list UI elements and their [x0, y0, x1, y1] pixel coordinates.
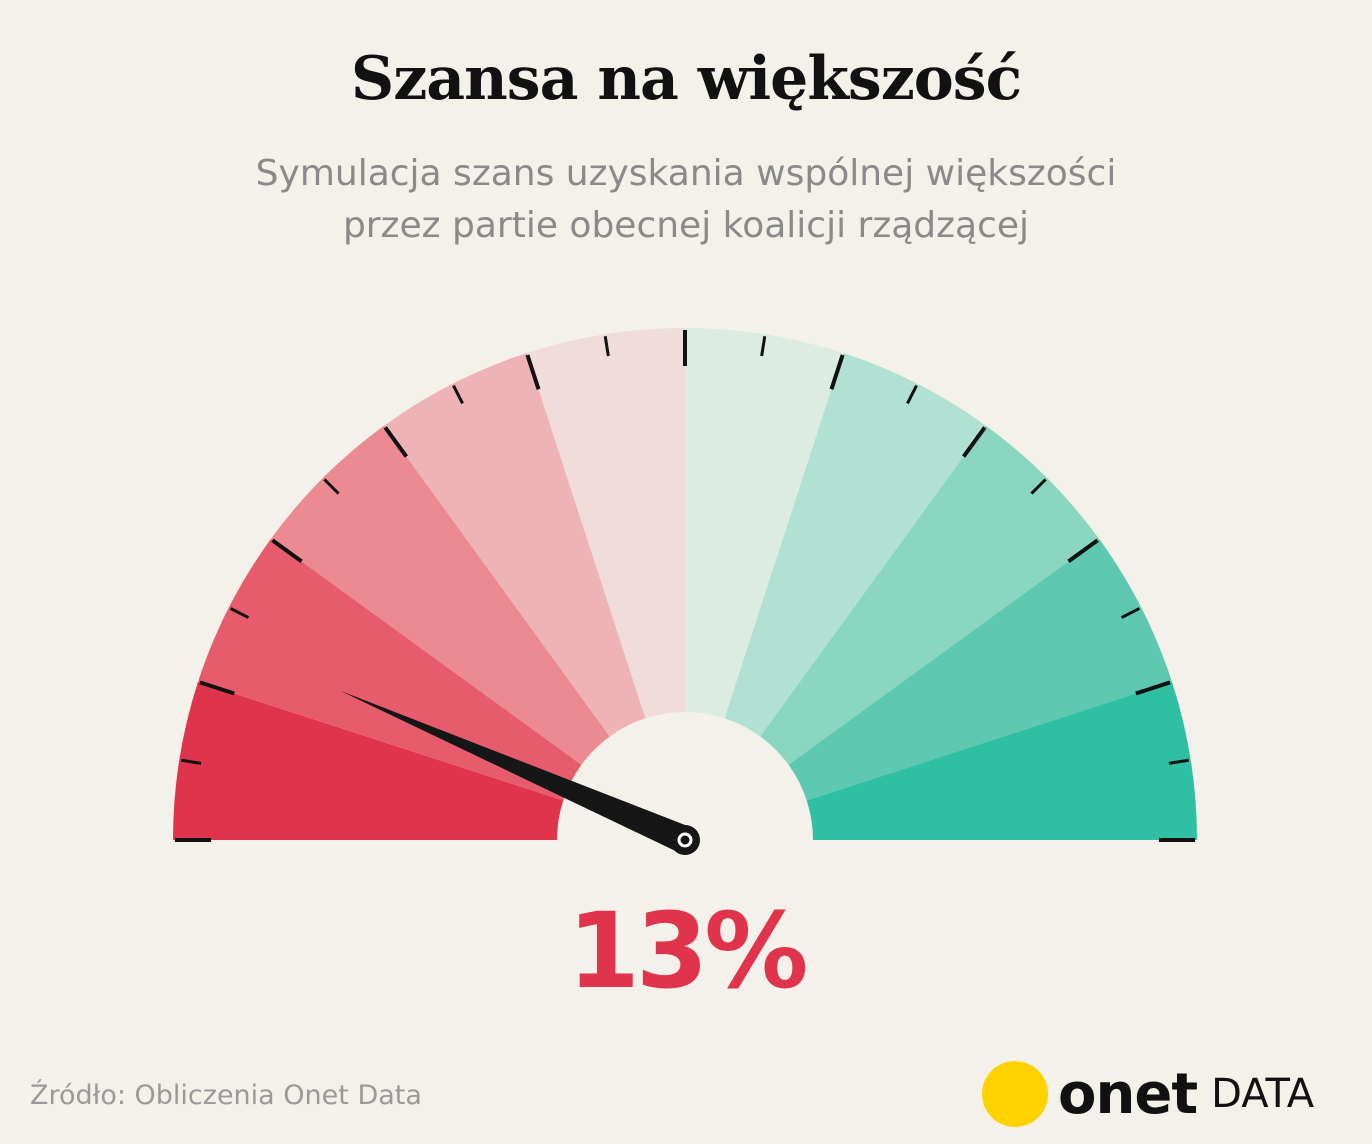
gauge-minor-tick — [323, 478, 340, 495]
gauge-segment — [685, 328, 844, 719]
gauge-major-tick — [383, 426, 409, 458]
gauge-minor-tick — [229, 607, 250, 619]
gauge-major-tick — [961, 426, 987, 458]
gauge-minor-tick — [1030, 478, 1047, 495]
gauge-major-tick — [271, 538, 303, 564]
gauge-ticks — [175, 330, 1195, 842]
gauge-needle-pointer — [339, 690, 691, 853]
gauge-major-tick — [1135, 680, 1171, 696]
gauge-needle — [339, 690, 700, 855]
gauge-segments — [173, 328, 1197, 840]
gauge-segment — [198, 539, 582, 801]
logo-dot-icon — [982, 1061, 1048, 1127]
subtitle-line-1: Symulacja szans uzyskania wspólnej więks… — [255, 153, 1117, 194]
gauge-needle-hub-ring — [677, 832, 693, 848]
gauge-value-label: 13% — [567, 890, 809, 1012]
chart-subtitle: Symulacja szans uzyskania wspólnej więks… — [0, 148, 1372, 252]
onet-data-logo: onet DATA — [982, 1058, 1314, 1130]
gauge-minor-tick — [181, 758, 202, 765]
logo-suffix: DATA — [1211, 1071, 1315, 1117]
gauge-segment — [270, 425, 610, 765]
gauge-segment — [173, 681, 564, 840]
gauge-major-tick — [829, 354, 845, 390]
gauge-minor-tick — [1168, 758, 1189, 765]
logo-wordmark: onet — [1058, 1061, 1198, 1127]
gauge-segment — [760, 425, 1100, 765]
gauge-segment — [526, 328, 685, 719]
chart-title: Szansa na większość — [350, 44, 1022, 114]
gauge-minor-tick — [906, 384, 918, 405]
subtitle-line-2: przez partie obecnej koalicji rządzącej — [342, 205, 1030, 246]
gauge-minor-tick — [452, 384, 464, 405]
gauge-major-tick — [525, 354, 541, 390]
gauge-segment — [384, 353, 646, 737]
gauge-minor-tick — [603, 336, 610, 357]
gauge-needle-hub — [670, 825, 700, 855]
source-note: Źródło: Obliczenia Onet Data — [30, 1080, 422, 1111]
gauge-segment — [788, 539, 1172, 801]
gauge-minor-tick — [760, 336, 767, 357]
gauge-segment — [806, 681, 1197, 840]
gauge-segment — [724, 353, 986, 737]
gauge-major-tick — [1067, 538, 1099, 564]
gauge-major-tick — [199, 680, 235, 696]
gauge-minor-tick — [1120, 607, 1141, 619]
